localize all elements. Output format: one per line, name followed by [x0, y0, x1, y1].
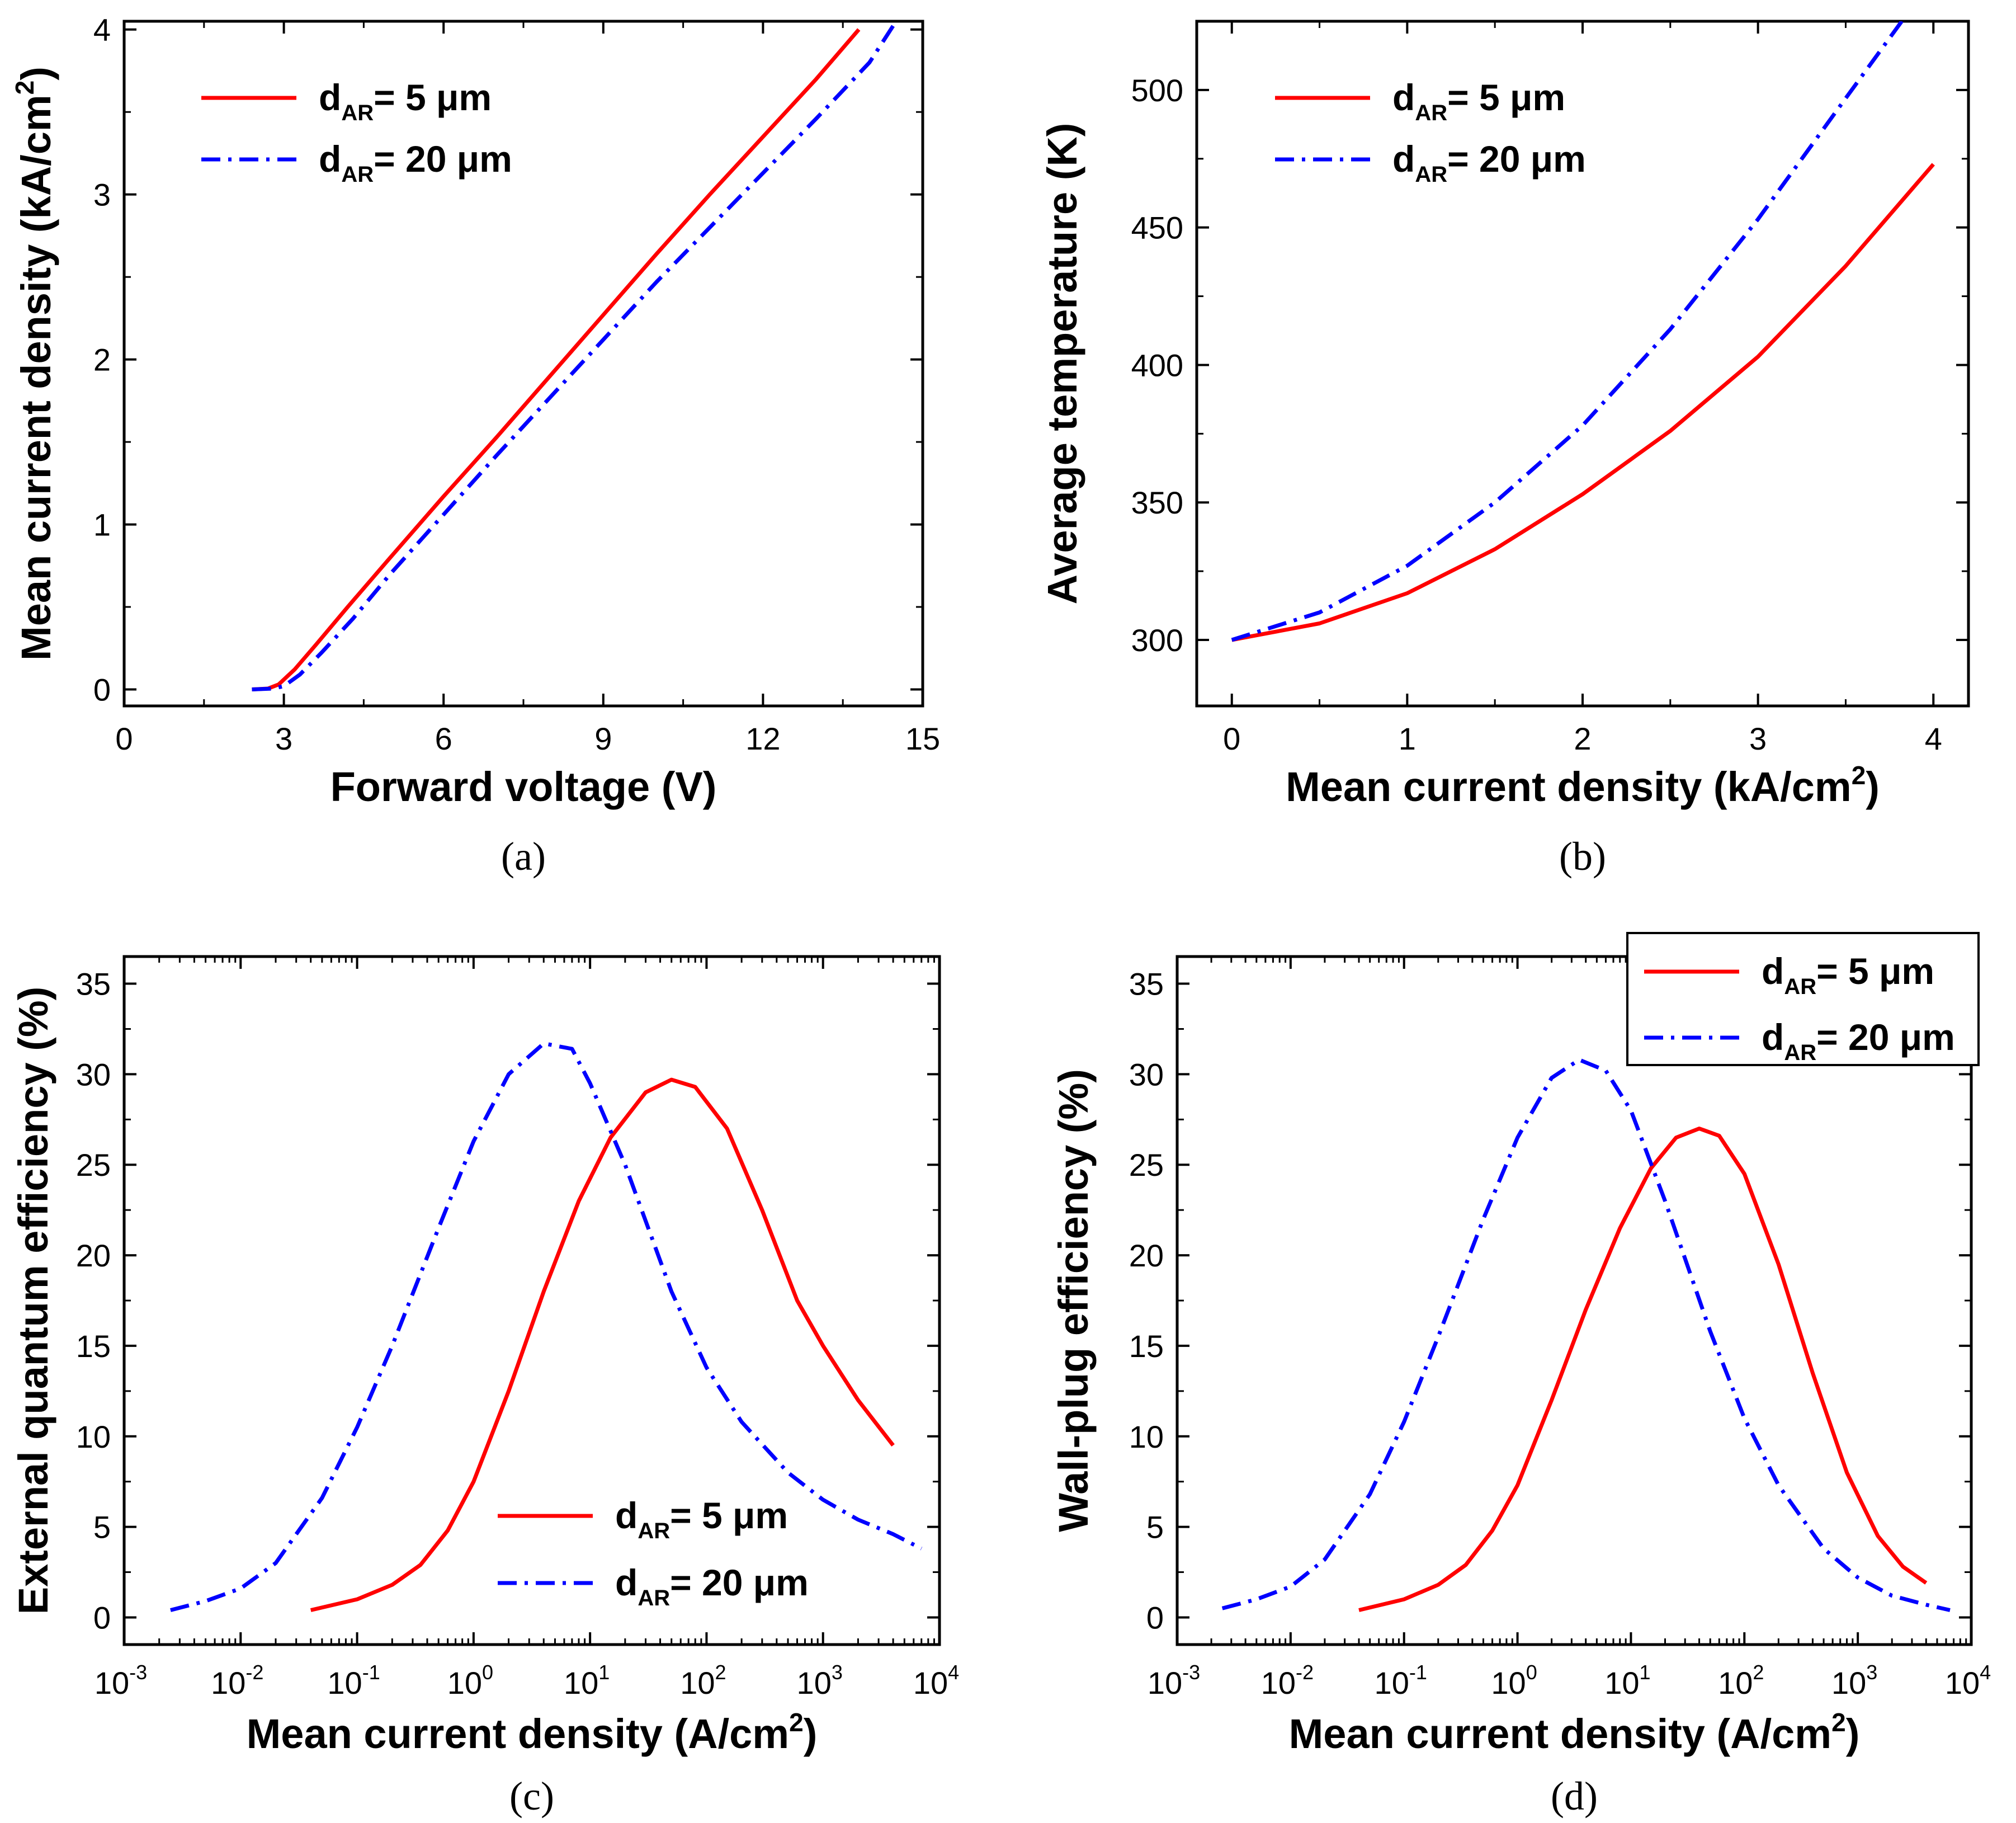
x-axis-title: Mean current density (kA/cm2): [1286, 761, 1880, 810]
y-axis-title: External quantum efficiency (%): [10, 987, 56, 1615]
y-tick-label: 10: [1129, 1419, 1164, 1454]
x-tick-label: 10-1: [327, 1661, 380, 1700]
series-line-dar-20um: [1231, 21, 1904, 642]
legend: dAR= 5 μm dAR= 20 μm: [1626, 932, 1980, 1066]
x-tick-label: 100: [1491, 1661, 1537, 1700]
axes-frame: [122, 955, 941, 1646]
panel-label: (a): [501, 834, 546, 879]
x-tick-label: 102: [680, 1661, 726, 1700]
series-line-dar-5um: [1358, 1127, 1928, 1612]
y-axis-title: Average temperature (K): [1039, 123, 1085, 605]
y-tick-label: 400: [1131, 347, 1183, 383]
panel-label: (c): [509, 1774, 554, 1819]
y-axis-title: Wall-plug efficiency (%): [1050, 1069, 1097, 1532]
x-tick-label: 101: [564, 1661, 610, 1700]
series-line-dar-5um: [1231, 163, 1935, 642]
y-tick-label: 25: [76, 1147, 111, 1183]
x-tick-label: 3: [275, 721, 292, 756]
x-tick-label: 0: [1223, 721, 1240, 756]
y-tick-label: 30: [1129, 1057, 1164, 1092]
y-tick-label: 300: [1131, 623, 1183, 658]
panel-label: (b): [1559, 834, 1606, 879]
legend-label: dAR= 20 μm: [319, 138, 512, 187]
panel-b: 0 1 2 3 4 300 350 400 450 500 dAR= 5 μm dAR= 20 μm M…: [1039, 20, 1970, 879]
x-tick-label: 10-1: [1375, 1661, 1427, 1700]
legend-label: dAR= 20 μm: [615, 1562, 809, 1610]
x-tick-label: 2: [1574, 721, 1591, 756]
x-tick-label: 10-3: [95, 1661, 147, 1700]
x-axis-title: Mean current density (A/cm2): [1289, 1708, 1860, 1757]
x-tick-label: 103: [797, 1661, 843, 1700]
y-tick-label: 0: [93, 672, 111, 708]
x-tick-label: 10-3: [1148, 1661, 1200, 1700]
series-line-dar-5um: [252, 28, 861, 691]
x-tick-label: 0: [115, 721, 133, 756]
panel-label: (d): [1551, 1774, 1598, 1819]
y-tick-label: 20: [76, 1238, 111, 1273]
x-tick-label: 102: [1718, 1661, 1764, 1700]
y-tick-label: 0: [1146, 1600, 1164, 1635]
y-tick-label: 35: [76, 967, 111, 1002]
legend-label: dAR= 5 μm: [1392, 77, 1565, 125]
series-line-dar-20um: [170, 1041, 923, 1612]
legend: dAR= 5 μm dAR= 20 μm: [1275, 77, 1586, 187]
legend-label: dAR= 20 μm: [1392, 138, 1586, 187]
y-axis-title: Mean current density (kA/cm2): [10, 67, 59, 661]
y-tick-label: 350: [1131, 485, 1183, 520]
legend: dAR= 5 μm dAR= 20 μm: [498, 1495, 809, 1610]
legend-label: dAR= 5 μm: [319, 77, 492, 125]
y-tick-label: 25: [1129, 1147, 1164, 1183]
y-tick-label: 35: [1129, 967, 1164, 1002]
series-line-dar-5um: [310, 1077, 895, 1612]
y-tick-label: 450: [1131, 210, 1183, 246]
x-tick-label: 6: [435, 721, 452, 756]
y-tick-label: 1: [93, 507, 111, 543]
x-tick-label: 15: [905, 721, 940, 756]
x-tick-label: 9: [594, 721, 612, 756]
y-tick-label: 15: [76, 1329, 111, 1364]
y-tick-label: 3: [93, 177, 111, 213]
x-tick-label: 10-2: [1261, 1661, 1314, 1700]
y-tick-label: 30: [76, 1057, 111, 1092]
x-axis-title: Forward voltage (V): [331, 764, 717, 810]
y-tick-label: 500: [1131, 73, 1183, 108]
x-tick-label: 10-2: [211, 1661, 263, 1700]
axes-frame: [1195, 20, 1970, 708]
y-tick-label: 15: [1129, 1329, 1164, 1364]
x-tick-label: 1: [1399, 721, 1416, 756]
series-line-dar-20um: [252, 21, 898, 691]
legend: dAR= 5 μm dAR= 20 μm: [201, 77, 512, 187]
x-tick-label: 4: [1925, 721, 1942, 756]
y-tick-label: 5: [1146, 1510, 1164, 1545]
x-tick-label: 100: [447, 1661, 493, 1700]
x-tick-label: 104: [913, 1661, 959, 1700]
x-tick-label: 103: [1831, 1661, 1877, 1700]
legend-label: dAR= 5 μm: [1762, 950, 1934, 999]
x-axis-title: Mean current density (A/cm2): [247, 1708, 818, 1757]
panel-d: 10-3 10-2 10-1 100 101 102 103 104 0 5 10 15 20 25 30 3…: [1050, 932, 1991, 1819]
axes-frame: [122, 20, 924, 708]
legend-frame: [1626, 932, 1980, 1066]
y-tick-label: 2: [93, 342, 111, 378]
legend-label: dAR= 5 μm: [615, 1495, 788, 1543]
x-tick-label: 3: [1749, 721, 1767, 756]
series-line-dar-20um: [1221, 1058, 1951, 1612]
panel-c: 10-3 10-2 10-1 100 101 102 103 104 0 5 10 15 20 25 30 3…: [10, 955, 959, 1819]
x-tick-label: 101: [1604, 1661, 1650, 1700]
y-tick-label: 4: [93, 12, 111, 48]
y-tick-label: 0: [93, 1600, 111, 1635]
legend-label: dAR= 20 μm: [1762, 1016, 1955, 1065]
y-tick-label: 5: [93, 1510, 111, 1545]
x-tick-label: 12: [745, 721, 780, 756]
x-tick-label: 104: [1945, 1661, 1991, 1700]
y-tick-label: 10: [76, 1419, 111, 1454]
y-tick-label: 20: [1129, 1238, 1164, 1273]
